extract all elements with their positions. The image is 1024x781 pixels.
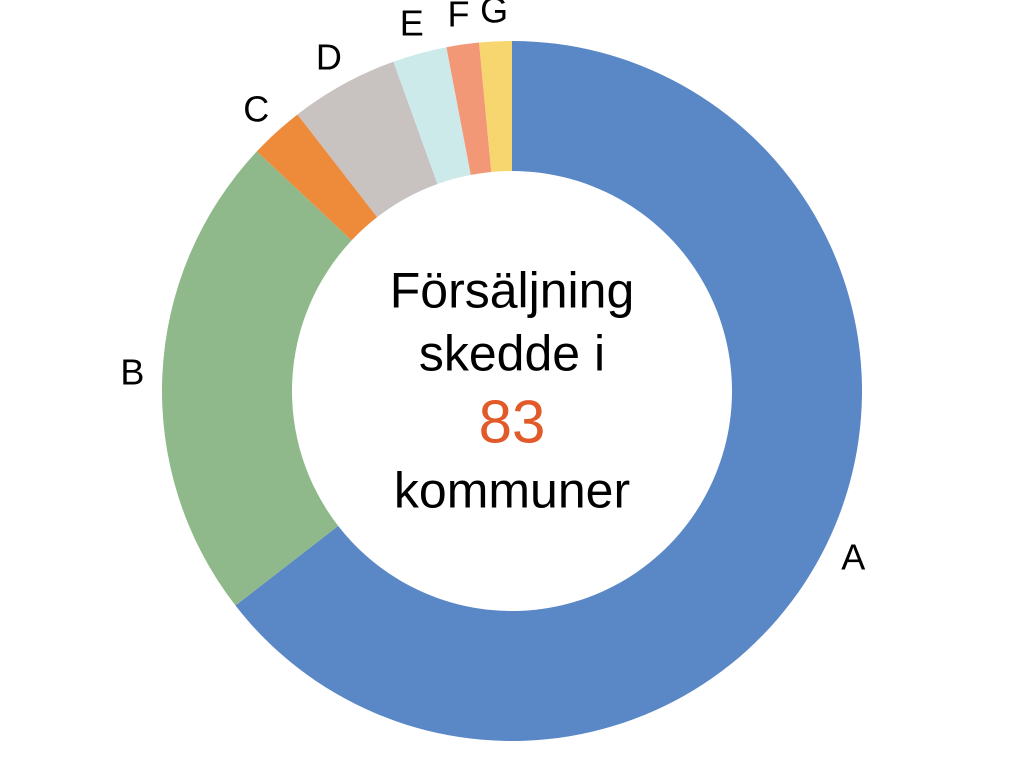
slice-label-a: A: [841, 537, 865, 579]
slice-label-d: D: [316, 37, 342, 79]
donut-chart: Försäljning skedde i 83 kommuner A B C D EFG: [122, 0, 903, 781]
center-line-1: Försäljning: [390, 259, 635, 322]
slice-label-f: F: [447, 0, 469, 35]
slice-label-g: G: [480, 0, 508, 32]
slice-label-e: E: [400, 3, 424, 45]
center-number: 83: [390, 384, 635, 459]
slice-label-c: C: [243, 88, 269, 130]
slice-b: [162, 151, 352, 605]
center-line-2: skedde i: [390, 322, 635, 385]
center-text-block: Försäljning skedde i 83 kommuner: [390, 259, 635, 522]
center-line-3: kommuner: [390, 459, 635, 522]
slice-label-b: B: [120, 352, 144, 394]
